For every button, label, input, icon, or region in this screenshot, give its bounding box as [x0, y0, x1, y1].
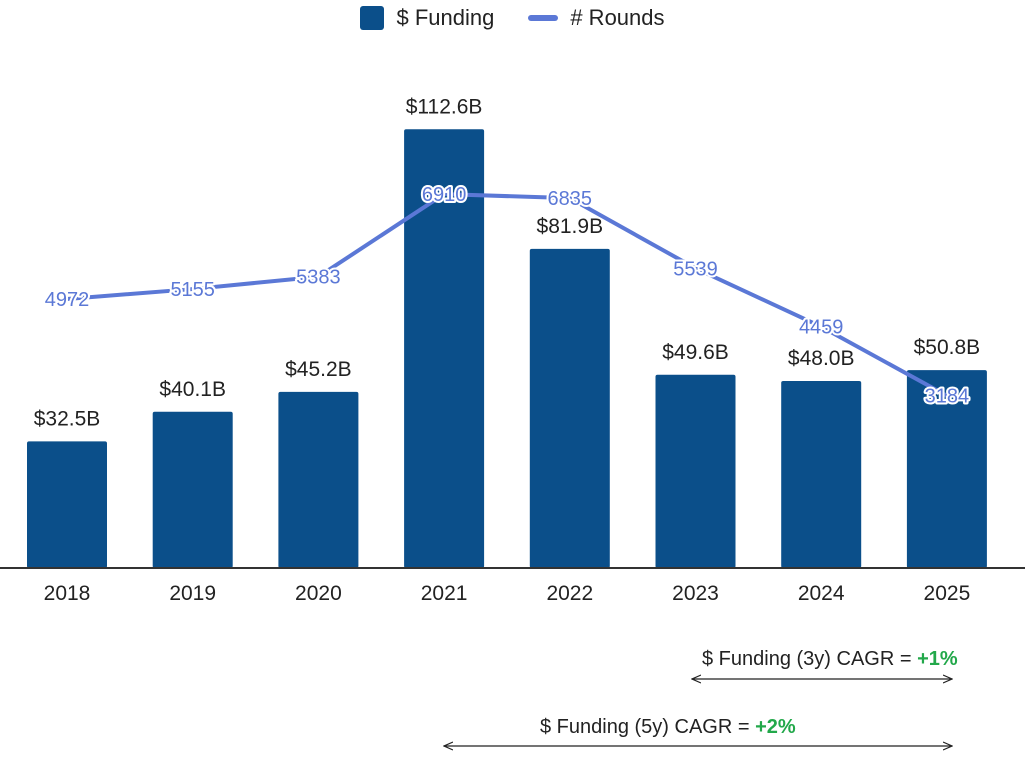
- rounds-label-2024: 4459: [799, 317, 844, 339]
- x-tick-label-2018: 2018: [44, 582, 91, 605]
- funding-bar-label-2018: $32.5B: [34, 407, 101, 430]
- funding-bar-2025: [906, 370, 987, 568]
- cagr-5y-value: +2%: [755, 716, 796, 738]
- rounds-label-2022: 6835: [548, 188, 593, 210]
- rounds-label-2023: 5539: [673, 258, 718, 280]
- rounds-label-2018: 4972: [45, 289, 90, 311]
- rounds-label-2025: 3184: [925, 386, 970, 408]
- cagr-3y-value: +1%: [917, 648, 958, 670]
- funding-bar-2024: [781, 380, 862, 568]
- x-tick-label-2021: 2021: [421, 582, 468, 605]
- x-tick-label-2022: 2022: [546, 582, 593, 605]
- funding-bar-label-2019: $40.1B: [159, 378, 226, 401]
- rounds-label-2019: 5155: [170, 279, 215, 301]
- cagr-5y-text: $ Funding (5y) CAGR =: [540, 716, 756, 738]
- funding-bar-2020: [278, 391, 359, 568]
- x-tick-label-2023: 2023: [672, 582, 719, 605]
- cagr-3y-text: $ Funding (3y) CAGR =: [702, 648, 918, 670]
- funding-bar-label-2022: $81.9B: [537, 215, 604, 238]
- funding-bar-2019: [152, 411, 233, 568]
- legend-swatch-funding: [360, 6, 385, 30]
- funding-bar-label-2025: $50.8B: [914, 336, 981, 359]
- rounds-series-line: [65, 192, 949, 398]
- funding-bar-2018: [27, 441, 107, 568]
- x-axis-tick-labels: 2018 2019 2020 2021 2022 2023 2024 2025: [44, 582, 971, 605]
- legend-swatch-rounds: [528, 15, 559, 21]
- x-tick-label-2025: 2025: [924, 582, 971, 605]
- chart-legend: $ Funding # Rounds: [0, 5, 1025, 31]
- funding-bar-2021: [404, 129, 485, 568]
- rounds-label-2020: 5383: [296, 267, 341, 289]
- funding-bar-label-2024: $48.0B: [788, 347, 855, 370]
- cagr-3y-annotation: $ Funding (3y) CAGR = +1%: [702, 648, 958, 671]
- legend-item-rounds: # Rounds: [528, 5, 665, 31]
- legend-item-funding: $ Funding: [360, 5, 494, 31]
- funding-bars: [27, 129, 987, 568]
- funding-bar-labels: $32.5B $40.1B $45.2B $112.6B $81.9B $49.6B $48…: [34, 95, 980, 430]
- rounds-labels: 4972 5155 5383 6910 6835 5539 4459 3184: [43, 182, 971, 410]
- funding-bar-label-2020: $45.2B: [285, 358, 352, 381]
- cagr-5y-annotation: $ Funding (5y) CAGR = +2%: [540, 716, 796, 739]
- funding-bar-label-2023: $49.6B: [662, 341, 729, 364]
- x-tick-label-2024: 2024: [798, 582, 845, 605]
- legend-label-funding: $ Funding: [396, 5, 495, 30]
- rounds-line: [65, 192, 949, 398]
- x-tick-label-2020: 2020: [295, 582, 342, 605]
- funding-bar-2023: [655, 374, 736, 568]
- funding-bar-2022: [529, 248, 610, 568]
- funding-bar-label-2021: $112.6B: [406, 95, 483, 118]
- legend-label-rounds: # Rounds: [570, 5, 665, 30]
- x-tick-label-2019: 2019: [169, 582, 216, 605]
- rounds-label-2021: 6910: [422, 184, 467, 206]
